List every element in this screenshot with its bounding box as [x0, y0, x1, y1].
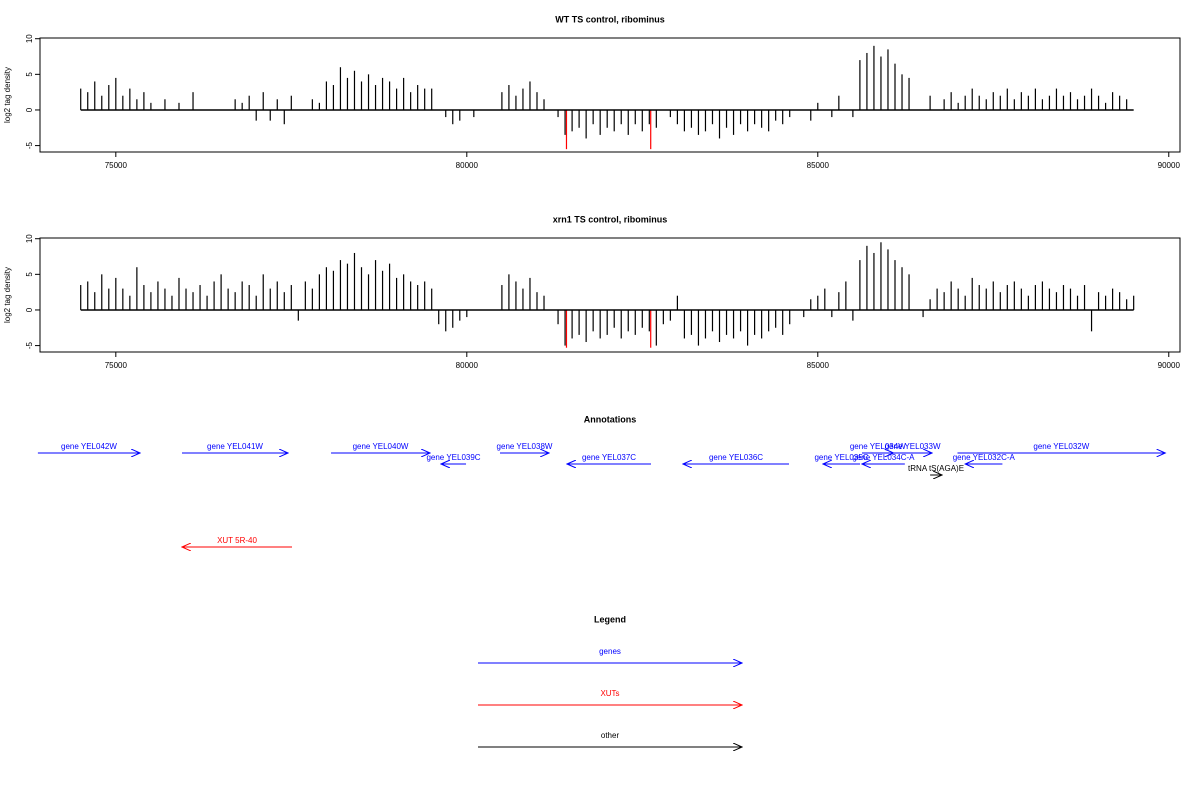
x-tick-label: 75000 [105, 361, 128, 370]
feature-label: tRNA tS(AGA)E [908, 464, 964, 473]
feature-label: gene YEL032C-A [953, 453, 1016, 462]
x-tick-label: 80000 [456, 361, 479, 370]
y-tick-label: 10 [25, 34, 34, 43]
feature-label: XUT 5R-40 [217, 536, 257, 545]
x-tick-label: 75000 [105, 161, 128, 170]
feature-label: gene YEL042W [61, 442, 117, 451]
chart-title: xrn1 TS control, ribominus [553, 214, 668, 224]
plot-frame [39, 237, 1181, 353]
legend-label: other [601, 731, 620, 740]
annotations-title: Annotations [584, 414, 637, 424]
y-tick-label: 5 [25, 72, 34, 77]
y-axis-label: log2 tag density [3, 67, 12, 123]
x-tick-label: 85000 [807, 161, 830, 170]
x-tick-label: 90000 [1158, 161, 1181, 170]
y-axis-label: log2 tag density [3, 267, 12, 323]
chart-title: WT TS control, ribominus [555, 14, 665, 24]
feature-label: gene YEL039C [426, 453, 480, 462]
feature-label: gene YEL037C [582, 453, 636, 462]
feature-label: gene YEL038W [497, 442, 553, 451]
y-tick-label: 5 [25, 272, 34, 277]
feature-label: gene YEL036C [709, 453, 763, 462]
y-tick-label: -5 [25, 141, 34, 149]
y-tick-label: -5 [25, 341, 34, 349]
feature-label: gene YEL040W [353, 442, 409, 451]
feature-label: gene YEL035C [814, 453, 868, 462]
y-tick-label: 0 [25, 307, 34, 312]
plot-frame [39, 37, 1181, 153]
y-tick-label: 0 [25, 107, 34, 112]
legend-label: XUTs [600, 689, 619, 698]
legend-title: Legend [594, 614, 626, 624]
legend-label: genes [599, 647, 621, 656]
feature-label: gene YEL034W [850, 442, 906, 451]
x-tick-label: 85000 [807, 361, 830, 370]
x-tick-label: 90000 [1158, 361, 1181, 370]
feature-label: gene YEL041W [207, 442, 263, 451]
feature-label: gene YEL032W [1033, 442, 1089, 451]
feature-label: gene YEL033W [885, 442, 941, 451]
y-tick-label: 10 [25, 234, 34, 243]
x-tick-label: 80000 [456, 161, 479, 170]
feature-label: gene YEL034C-A [852, 453, 915, 462]
